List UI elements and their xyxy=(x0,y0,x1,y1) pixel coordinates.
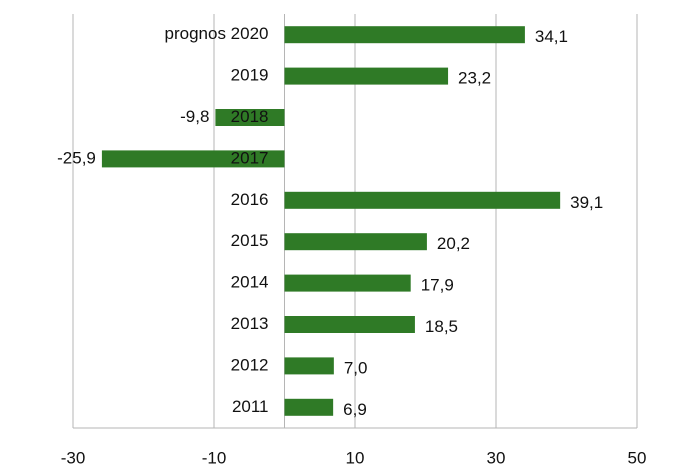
y-tick-label: 2016 xyxy=(231,190,269,209)
x-tick-label: 30 xyxy=(487,448,506,467)
y-tick-label: 2015 xyxy=(231,231,269,250)
value-label: 39,1 xyxy=(570,193,603,212)
y-tick-label: 2014 xyxy=(231,273,269,292)
x-tick-label: 50 xyxy=(628,448,647,467)
value-label: 34,1 xyxy=(535,27,568,46)
y-tick-label: 2017 xyxy=(231,148,269,167)
y-tick-label: 2011 xyxy=(232,397,269,416)
y-tick-label: prognos 2020 xyxy=(165,24,269,43)
bar xyxy=(284,67,449,85)
y-tick-label: 2013 xyxy=(231,314,269,333)
bar xyxy=(284,233,427,251)
y-tick-label: 2018 xyxy=(231,107,269,126)
y-tick-label: 2012 xyxy=(231,355,269,374)
x-tick-label: -10 xyxy=(202,448,227,467)
value-label: 23,2 xyxy=(458,69,491,88)
bar xyxy=(284,398,334,416)
bar xyxy=(284,274,411,292)
bar xyxy=(284,357,334,375)
value-label: -9,8 xyxy=(180,107,209,126)
bar xyxy=(215,109,285,126)
bar xyxy=(284,316,415,333)
value-label: 17,9 xyxy=(421,276,454,295)
y-tick-label: 2019 xyxy=(231,66,269,85)
value-label: 18,5 xyxy=(425,317,458,336)
value-label: 7,0 xyxy=(344,358,368,377)
value-label: 20,2 xyxy=(437,234,470,253)
bar xyxy=(101,150,285,168)
bar xyxy=(284,26,525,44)
x-tick-label: -30 xyxy=(61,448,86,467)
value-label: 6,9 xyxy=(343,400,367,419)
bar xyxy=(284,191,561,209)
x-tick-label: 10 xyxy=(346,448,365,467)
value-label: -25,9 xyxy=(57,148,96,167)
